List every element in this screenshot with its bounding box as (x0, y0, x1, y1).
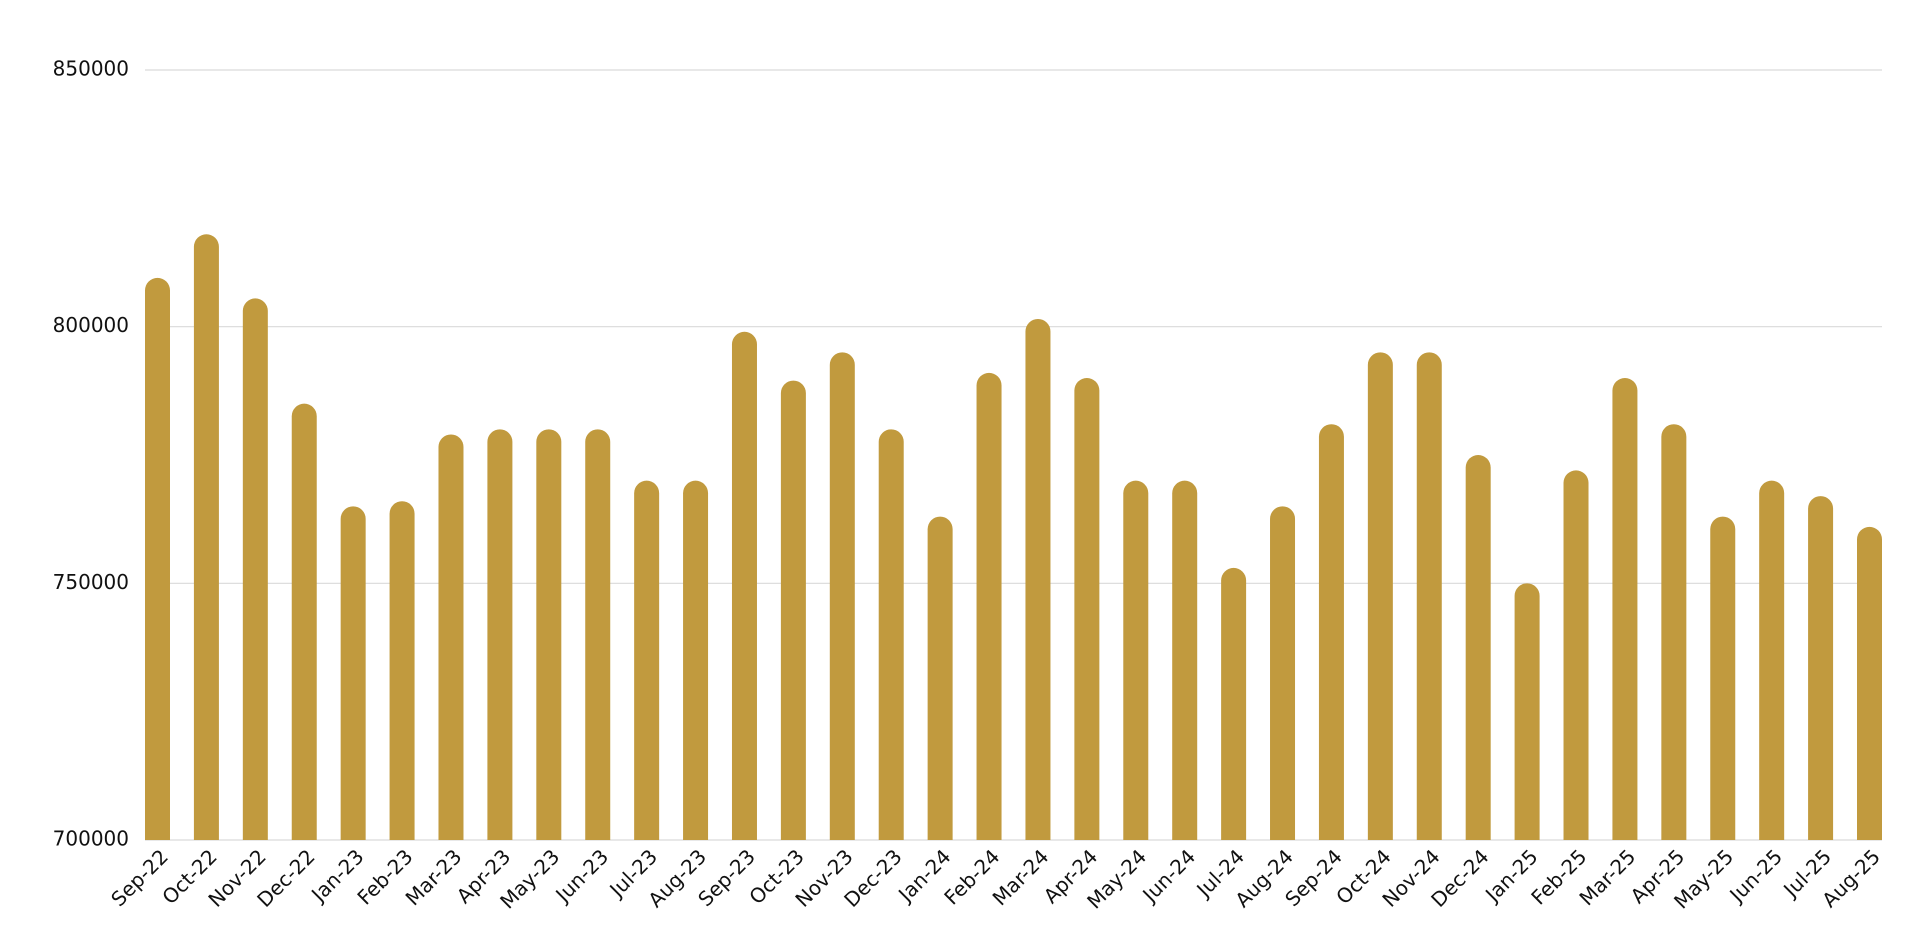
x-tick-label: Jun-24 (1137, 844, 1201, 908)
x-tick-label: Jun-25 (1724, 844, 1788, 908)
bar (193, 234, 219, 840)
bar (1759, 480, 1785, 840)
bar (438, 434, 464, 840)
bar (1270, 506, 1296, 840)
bar (242, 298, 268, 840)
bar (683, 480, 709, 840)
bar (1661, 424, 1687, 840)
bar (1367, 352, 1393, 840)
bar (1172, 480, 1198, 840)
bar (585, 429, 611, 840)
bar (1416, 352, 1442, 840)
x-tick-label: Jun-23 (550, 844, 614, 908)
bar (291, 403, 317, 840)
bar (1465, 454, 1491, 840)
bar (829, 352, 855, 840)
bar (976, 372, 1002, 840)
bar (145, 277, 170, 840)
bar (634, 480, 660, 840)
y-tick-label: 750000 (53, 570, 129, 594)
x-tick-label: Sep-22 (106, 844, 173, 911)
bar (1074, 378, 1100, 840)
bar (927, 516, 953, 840)
x-tick-label: Mar-23 (401, 844, 467, 910)
bar (1710, 516, 1736, 840)
bar (1612, 378, 1638, 840)
bar (536, 429, 562, 840)
bar (1123, 480, 1149, 840)
x-tick-label: Mar-25 (1575, 844, 1641, 910)
y-tick-label: 700000 (53, 827, 129, 851)
bar (389, 501, 415, 840)
bar (487, 429, 513, 840)
bar (1514, 583, 1540, 840)
bar (731, 331, 757, 840)
bar (878, 429, 904, 840)
y-tick-label: 800000 (53, 313, 129, 337)
bar (1563, 470, 1589, 840)
bar (1857, 526, 1882, 840)
y-tick-label: 850000 (53, 57, 129, 81)
bar (1221, 567, 1247, 840)
bar (1808, 496, 1834, 840)
bar (340, 506, 366, 840)
bar (780, 380, 806, 840)
bar (1318, 424, 1344, 840)
x-tick-label: Mar-24 (988, 844, 1054, 910)
bar (1025, 318, 1051, 840)
